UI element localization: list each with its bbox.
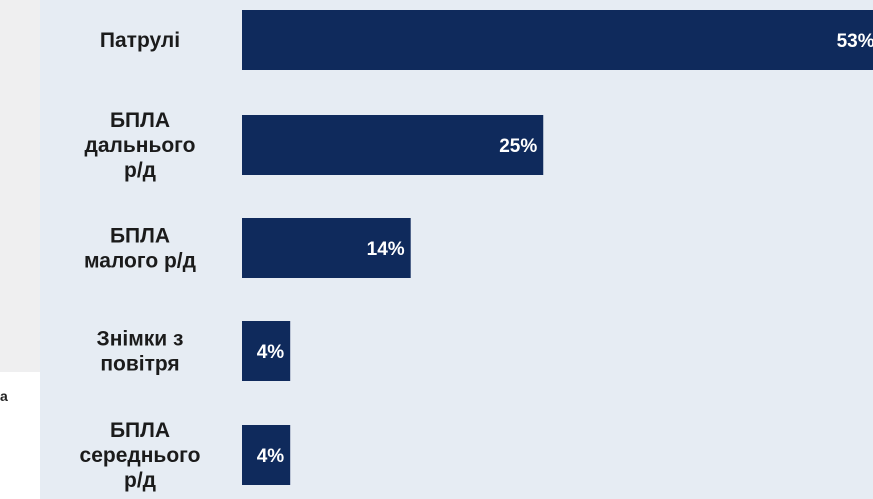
- bar-value-label-4: 4%: [257, 342, 285, 363]
- category-label-4: Знімки з повітря: [97, 328, 184, 376]
- category-label-2: БПЛА дальнього р/д: [85, 109, 196, 182]
- bar-4: [242, 321, 291, 381]
- category-label-3: БПЛА малого р/д: [84, 225, 196, 273]
- bar-value-label-1: 53%: [837, 31, 873, 52]
- chart-panel: [40, 0, 873, 499]
- bar-value-label-3: 14%: [367, 239, 405, 260]
- bar-3: [242, 218, 411, 278]
- left-sidebar-area: [0, 0, 40, 372]
- category-label-1: Патрулі: [100, 29, 180, 52]
- bar-2: [242, 115, 544, 175]
- side-text-fragment: а: [0, 388, 8, 404]
- left-white-area: [0, 372, 40, 499]
- bar-value-label-5: 4%: [257, 446, 285, 467]
- bar-5: [242, 425, 291, 485]
- category-label-5: БПЛА середнього р/д: [80, 419, 201, 492]
- bar-value-label-2: 25%: [499, 136, 537, 157]
- bar-1: [242, 10, 873, 70]
